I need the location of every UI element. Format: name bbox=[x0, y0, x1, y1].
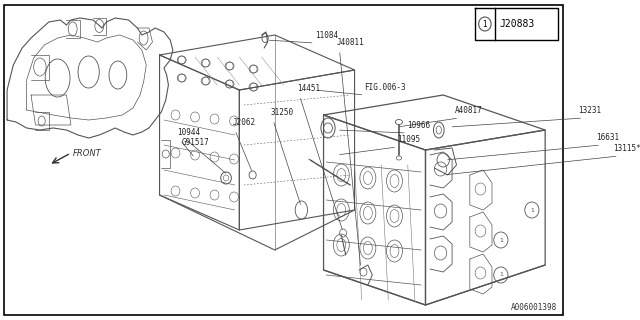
Text: 31250: 31250 bbox=[270, 108, 294, 117]
Text: J40811: J40811 bbox=[337, 38, 365, 47]
Text: 10944: 10944 bbox=[177, 128, 200, 137]
Text: 13231: 13231 bbox=[578, 106, 601, 115]
Text: 1: 1 bbox=[499, 273, 503, 277]
Text: FRONT: FRONT bbox=[73, 148, 101, 157]
Text: G91517: G91517 bbox=[182, 138, 209, 147]
Text: 16631: 16631 bbox=[596, 133, 619, 142]
Text: 11084: 11084 bbox=[315, 31, 338, 40]
Text: 1: 1 bbox=[530, 207, 534, 212]
Text: 1: 1 bbox=[499, 237, 503, 243]
Text: 14451: 14451 bbox=[297, 84, 320, 93]
Text: 11095: 11095 bbox=[397, 135, 420, 144]
Text: A40817: A40817 bbox=[455, 106, 483, 115]
Text: J2062: J2062 bbox=[232, 118, 255, 127]
Text: A006001398: A006001398 bbox=[511, 303, 557, 312]
Text: 1: 1 bbox=[483, 20, 487, 28]
Text: 13115*B: 13115*B bbox=[613, 144, 640, 153]
Text: J20883: J20883 bbox=[499, 19, 534, 29]
Text: 10966: 10966 bbox=[407, 121, 430, 130]
Text: FIG.006-3: FIG.006-3 bbox=[364, 83, 406, 92]
